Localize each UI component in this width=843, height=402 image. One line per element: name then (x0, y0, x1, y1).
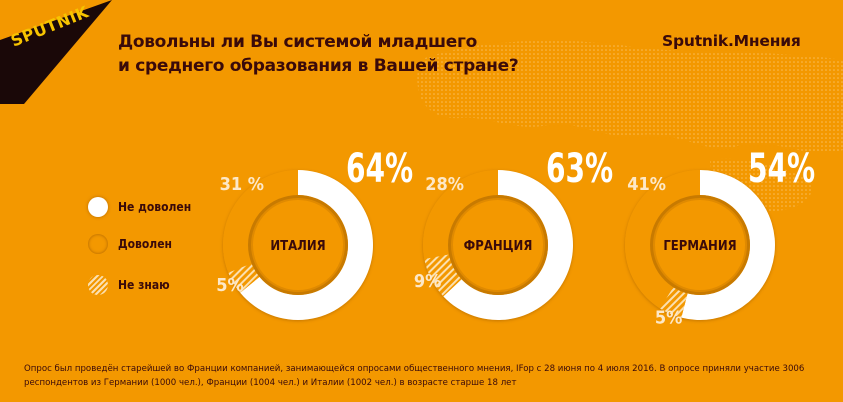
donut-center-disc (251, 198, 345, 292)
label-not-satisfied: 63% (546, 146, 613, 192)
slice-dont-know (424, 254, 462, 297)
legend-item-dont-know: Не знаю (88, 274, 170, 296)
label-dont-know: 9% (414, 271, 442, 292)
slice-not-satisfied (681, 170, 775, 320)
legend-swatch-hatched-icon (88, 275, 108, 295)
slice-not-satisfied (240, 170, 373, 321)
country-label: ФРАНЦИЯ (464, 239, 533, 254)
donut-center-disc (451, 198, 545, 292)
footnote: Опрос был проведён старейшей во Франции … (24, 362, 824, 390)
page-title: Довольны ли Вы системой младшего и средн… (118, 30, 519, 78)
title-line-1: Довольны ли Вы системой младшего (118, 32, 477, 52)
legend-item-not-satisfied: Не доволен (88, 196, 191, 218)
donut-0: ИТАЛИЯ 64% 31 % 5% (216, 146, 413, 321)
donut-2: ГЕРМАНИЯ 54% 41% 5% (625, 146, 815, 329)
footnote-line-2: респондентов из Германии (1000 чел.), Фр… (24, 378, 517, 388)
title-line-2: и среднего образования в Вашей стране? (118, 56, 519, 76)
donut-center-disc (653, 198, 747, 292)
label-not-satisfied: 64% (346, 146, 413, 192)
slice-dont-know (228, 263, 260, 293)
legend-swatch-orange-icon (88, 234, 108, 254)
world-map-background (417, 40, 843, 211)
slice-satisfied (423, 170, 498, 260)
label-dont-know: 5% (655, 308, 683, 329)
legend-swatch-white-icon (88, 197, 108, 217)
label-satisfied: 31 % (220, 174, 264, 195)
donut-1: ФРАНЦИЯ 63% 28% 9% (414, 146, 613, 320)
slice-not-satisfied (443, 170, 573, 320)
legend-label: Не знаю (118, 278, 170, 292)
country-label: ИТАЛИЯ (270, 239, 325, 254)
legend-label: Доволен (118, 237, 172, 251)
sputnik-logo: SPUTNIK (0, 0, 112, 104)
legend-item-satisfied: Доволен (88, 233, 172, 255)
slice-satisfied (223, 169, 298, 273)
label-satisfied: 41% (627, 174, 666, 195)
slice-satisfied (625, 170, 700, 309)
footnote-line-1: Опрос был проведён старейшей во Франции … (24, 364, 805, 374)
brand-label: Sputnik.Мнения (662, 32, 801, 50)
slice-dont-know (659, 287, 688, 318)
legend-label: Не доволен (118, 200, 192, 214)
label-satisfied: 28% (425, 174, 464, 195)
label-dont-know: 5% (216, 275, 244, 296)
country-label: ГЕРМАНИЯ (663, 239, 736, 254)
label-not-satisfied: 54% (748, 146, 815, 192)
